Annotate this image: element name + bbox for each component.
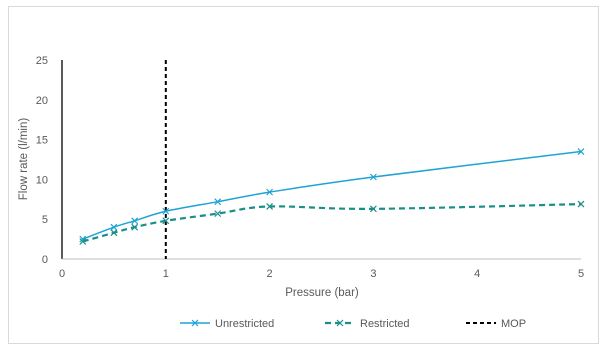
marker-stroke (110, 223, 118, 231)
marker-stroke (266, 188, 274, 196)
y-axis-title: Flow rate (l/min) (18, 118, 30, 201)
marker-stroke (336, 319, 344, 327)
marker-stroke (266, 203, 274, 210)
marker-stroke (110, 229, 118, 237)
restricted-series-line (82, 202, 582, 243)
unrestricted-data-point (214, 198, 222, 206)
marker-stroke (162, 207, 170, 215)
legend: Unrestricted Restricted MOP (180, 318, 526, 330)
series-group (79, 60, 585, 259)
restricted-data-point (369, 205, 377, 213)
marker-stroke (131, 223, 139, 231)
x-tick-label: 5 (578, 268, 584, 280)
marker-stroke (369, 205, 377, 213)
unrestricted-data-point (162, 207, 170, 215)
legend-item-unrestricted: Unrestricted (180, 318, 274, 330)
y-tick-label: 5 (42, 214, 48, 226)
x-tick-label: 1 (163, 268, 169, 280)
marker-stroke (162, 217, 170, 225)
y-tick-label: 25 (36, 55, 48, 67)
marker-stroke (577, 148, 585, 155)
x-tick-label: 2 (267, 268, 273, 280)
legend-item-restricted: Restricted (325, 318, 410, 330)
restricted-data-point (577, 200, 585, 208)
x-tick-label: 4 (474, 268, 480, 280)
unrestricted-series-line (82, 150, 582, 240)
marker-stroke (191, 319, 199, 327)
restricted-data-point (266, 203, 274, 210)
restricted-data-point (162, 217, 170, 225)
marker-stroke (214, 210, 222, 218)
legend-item-mop: MOP (466, 318, 526, 330)
y-tick-label: 0 (42, 254, 48, 266)
marker-stroke (369, 173, 377, 181)
unrestricted-data-point (110, 223, 118, 231)
y-tick-label: 10 (36, 174, 48, 186)
legend-label: Restricted (360, 318, 410, 330)
legend-marker (336, 319, 344, 327)
legend-marker (191, 319, 199, 327)
unrestricted-data-point (266, 188, 274, 196)
chart-frame (8, 6, 599, 344)
marker-stroke (214, 198, 222, 206)
restricted-data-point (79, 238, 87, 245)
x-tick-label: 0 (59, 268, 65, 280)
unrestricted-data-point (577, 148, 585, 155)
restricted-data-point (110, 229, 118, 237)
y-tick-label: 20 (36, 95, 48, 107)
marker-stroke (577, 200, 585, 208)
x-axis-title: Pressure (bar) (285, 287, 359, 299)
restricted-data-point (131, 223, 139, 231)
axes-group (61, 60, 581, 260)
marker-stroke (79, 235, 87, 243)
unrestricted-data-point (369, 173, 377, 181)
marker-stroke (131, 217, 139, 225)
legend-label: MOP (501, 318, 526, 330)
legend-label: Unrestricted (215, 318, 274, 330)
restricted-data-point (214, 210, 222, 218)
marker-stroke (79, 238, 87, 245)
unrestricted-data-point (131, 217, 139, 225)
y-tick-label: 15 (36, 135, 48, 147)
tick-labels-group: 0 5 10 15 20 25 0 1 2 3 4 5 (36, 55, 584, 280)
x-tick-label: 3 (370, 268, 376, 280)
